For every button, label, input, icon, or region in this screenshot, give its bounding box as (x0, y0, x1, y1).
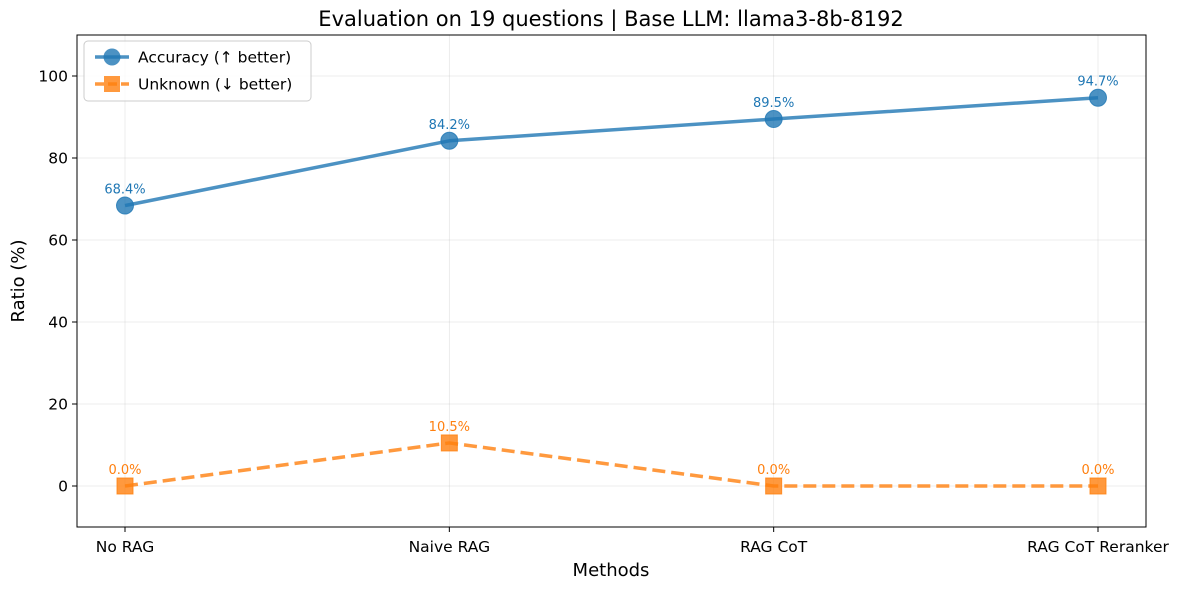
x-axis: No RAG Naive RAG RAG CoT RAG CoT Reranker (96, 527, 1170, 556)
plot-frame (76, 34, 1147, 528)
legend-marker (103, 48, 121, 66)
x-tick-label: No RAG (96, 538, 155, 556)
legend: Accuracy (↑ better) Unknown (↓ better) (83, 40, 312, 102)
data-label: 0.0% (757, 463, 790, 478)
data-point (116, 477, 134, 495)
y-tick-label: 60 (48, 232, 68, 250)
x-axis-label: Methods (573, 560, 650, 581)
y-tick-label: 80 (48, 150, 68, 168)
series-unknown: 0.0% 10.5% 0.0% 0.0% (108, 420, 1115, 495)
y-tick-label: 0 (58, 478, 68, 496)
data-point (765, 477, 783, 495)
legend-marker (104, 76, 120, 92)
grid (77, 35, 1146, 527)
data-label: 10.5% (429, 420, 470, 435)
data-label: 84.2% (429, 118, 470, 133)
chart-title: Evaluation on 19 questions | Base LLM: l… (318, 7, 903, 32)
data-label: 94.7% (1077, 75, 1118, 90)
x-tick-label: RAG CoT (740, 538, 808, 556)
y-tick-label: 100 (38, 68, 68, 86)
x-tick-label: Naive RAG (409, 538, 491, 556)
data-label: 68.4% (104, 183, 145, 198)
data-point (440, 131, 459, 150)
data-label: 89.5% (753, 96, 794, 111)
legend-label: Unknown (↓ better) (138, 76, 292, 94)
series-line (124, 441, 1098, 488)
data-label: 0.0% (1081, 463, 1114, 478)
data-point (1089, 88, 1107, 107)
data-point (1089, 477, 1107, 495)
legend-box (83, 40, 312, 102)
y-tick-label: 40 (48, 314, 68, 332)
y-axis: 0 20 40 60 80 100 (38, 68, 77, 496)
legend-label: Accuracy (↑ better) (138, 49, 291, 67)
y-axis-label: Ratio (%) (8, 239, 29, 322)
x-tick-label: RAG CoT Reranker (1027, 538, 1169, 556)
series-accuracy: 68.4% 84.2% 89.5% 94.7% (104, 75, 1119, 215)
data-point (440, 434, 458, 452)
series-layer: 68.4% 84.2% 89.5% 94.7% 0.0% 10.5% 0.0% 0.0% (104, 75, 1119, 495)
y-tick-label: 20 (48, 396, 68, 414)
data-point (764, 110, 783, 129)
data-point (116, 196, 134, 215)
data-label: 0.0% (108, 463, 141, 478)
series-line (124, 95, 1099, 208)
